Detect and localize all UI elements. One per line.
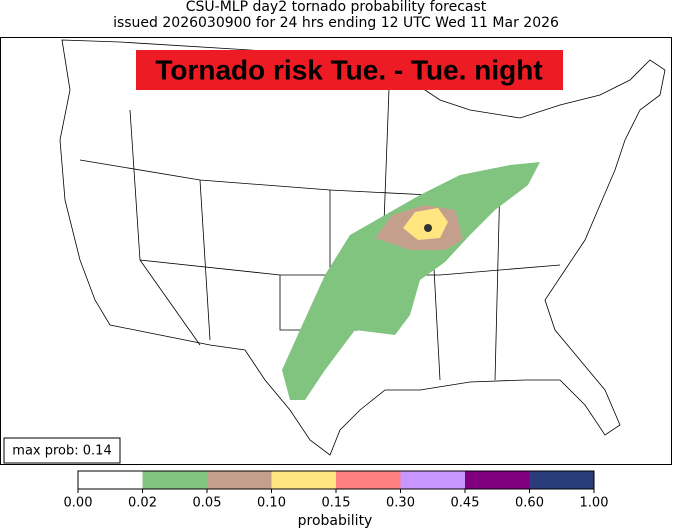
colorbar-segment xyxy=(207,471,272,489)
colorbar-tick-label: 0.15 xyxy=(322,496,351,511)
colorbar-tick-label: 0.10 xyxy=(257,496,286,511)
subtitle: issued 2026030900 for 24 hrs ending 12 U… xyxy=(113,15,559,31)
colorbar-segment xyxy=(336,471,401,489)
map-frame xyxy=(0,37,672,465)
colorbar-segment xyxy=(78,471,143,489)
banner-bg xyxy=(136,50,563,90)
colorbar-tick-label: 0.02 xyxy=(128,496,157,511)
title: CSU-MLP day2 tornado probability forecas… xyxy=(186,0,487,15)
colorbar-tick-label: 0.45 xyxy=(451,496,480,511)
colorbar-tick-label: 0.00 xyxy=(64,496,93,511)
colorbar-tick-label: 1.00 xyxy=(580,496,609,511)
colorbar-segment xyxy=(465,471,530,489)
area-002 xyxy=(282,162,540,400)
colorbar-segment xyxy=(271,471,336,489)
colorbar-segment xyxy=(400,471,465,489)
colorbar-tick-label: 0.05 xyxy=(193,496,222,511)
us-outline xyxy=(59,39,666,456)
colorbar-tick-label: 0.60 xyxy=(515,496,544,511)
colorbar-tick-label: 0.30 xyxy=(386,496,415,511)
colorbar-segment xyxy=(142,471,207,489)
colorbar-segment xyxy=(529,471,594,489)
area-010 xyxy=(403,208,448,240)
max-prob: max prob: 0.14 xyxy=(12,444,111,459)
colorbar-label: probability xyxy=(298,513,373,529)
banner: Tornado risk Tue. - Tue. night xyxy=(155,54,542,85)
max-prob-box xyxy=(3,437,121,464)
max-dot xyxy=(424,224,432,232)
